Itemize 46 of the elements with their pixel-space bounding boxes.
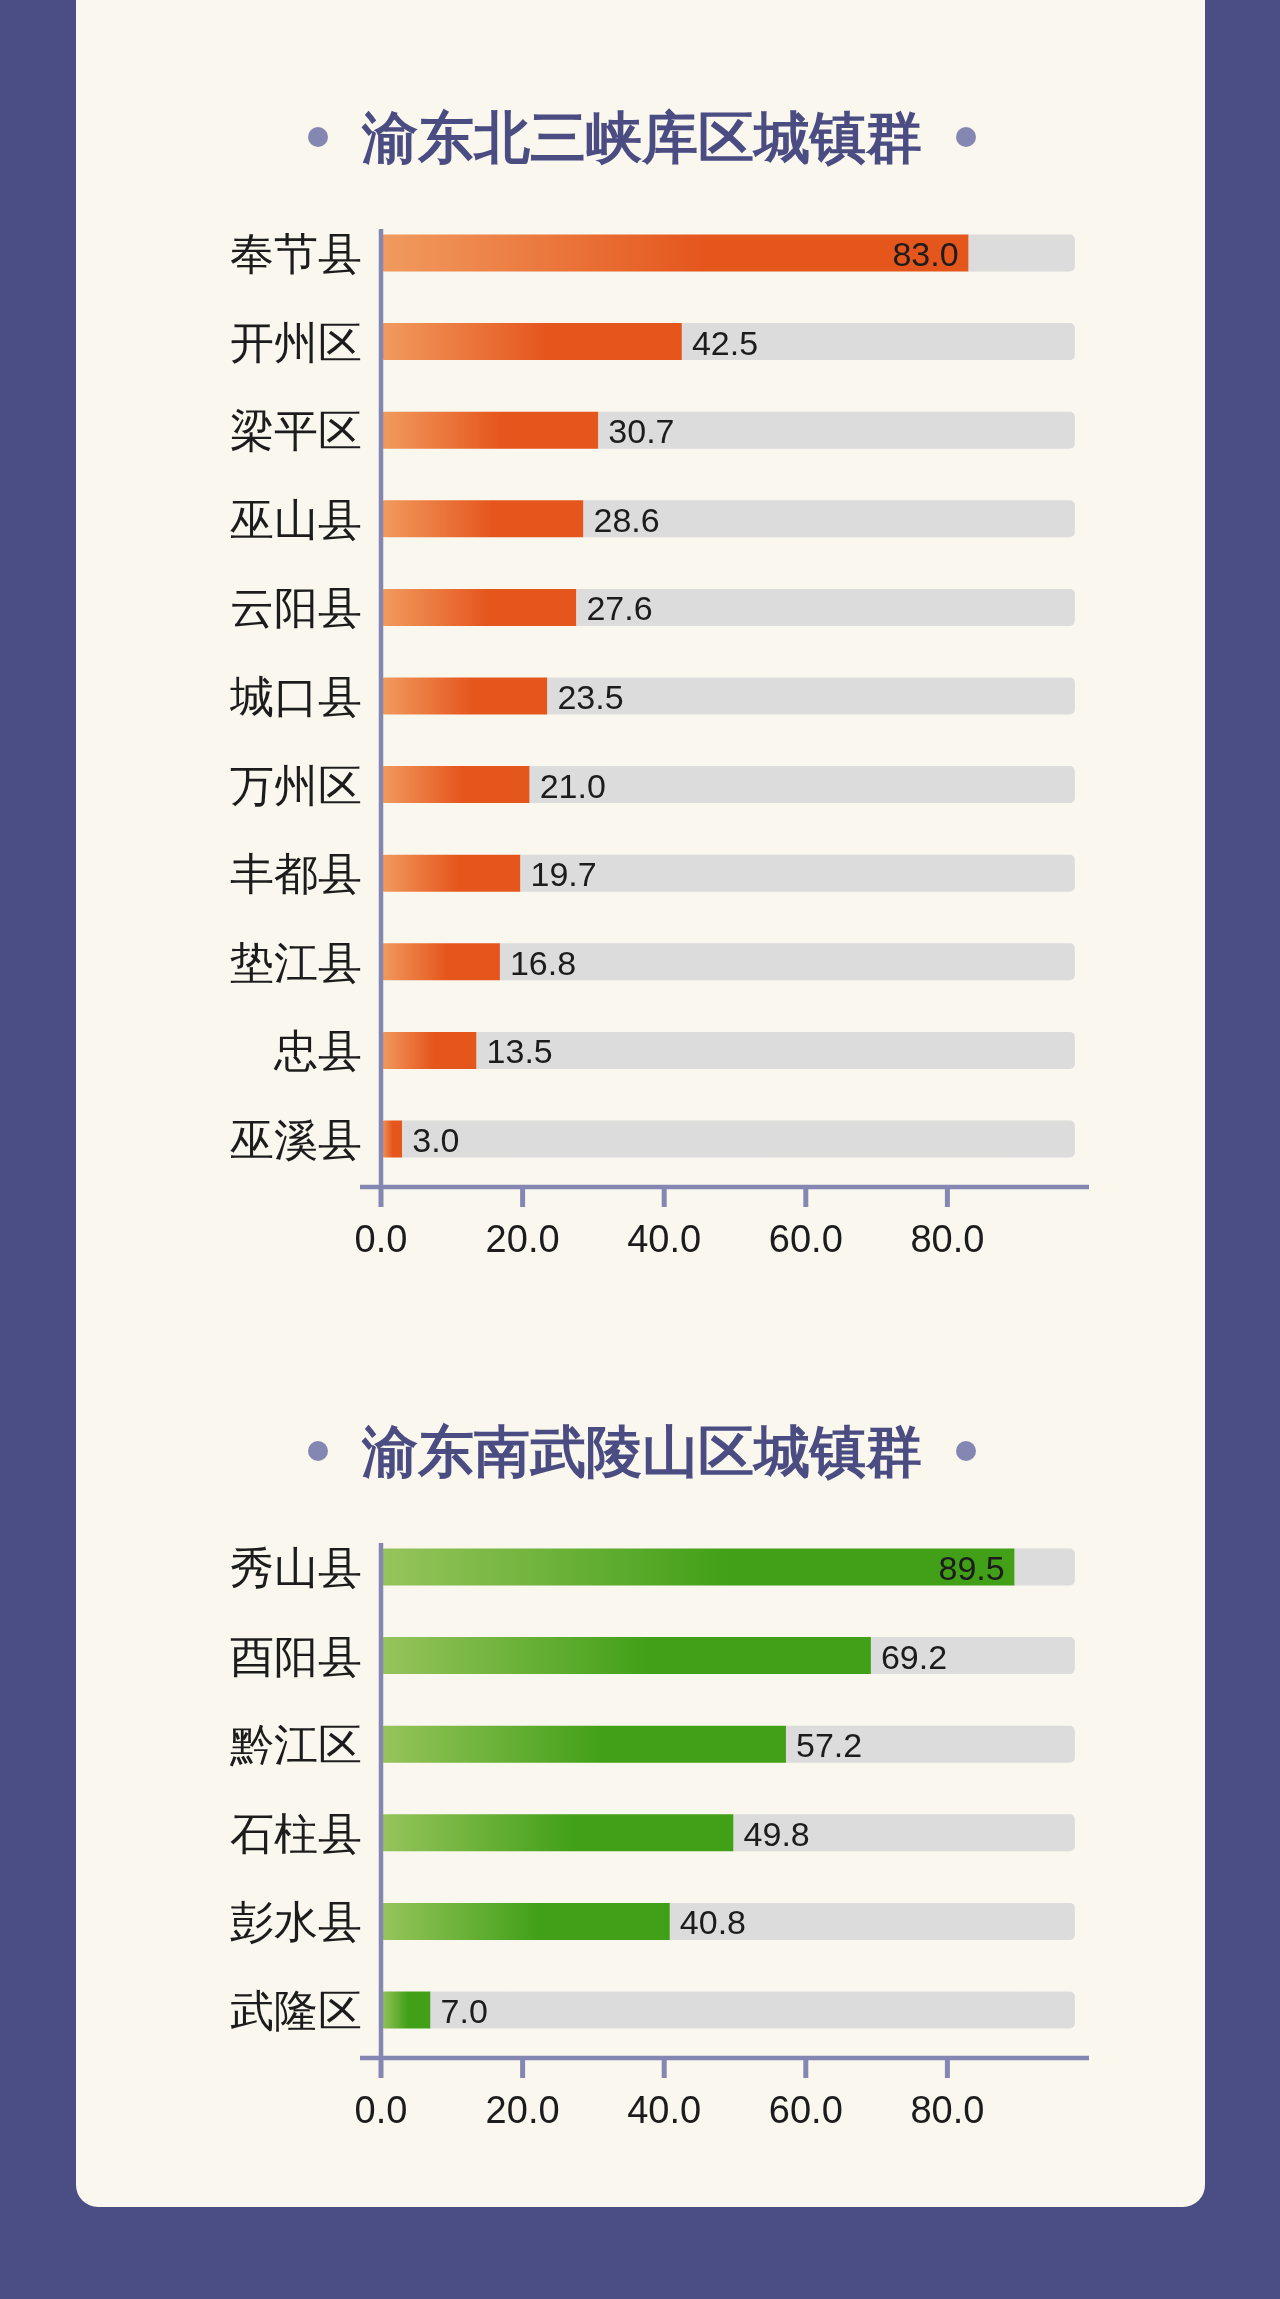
tick-label: 80.0: [910, 2089, 985, 2131]
category-label: 彭水县: [230, 1896, 362, 1946]
tick-label: 80.0: [910, 1218, 985, 1260]
category-label: 黔江区: [230, 1719, 362, 1769]
value-label: 7.0: [440, 1992, 488, 2030]
value-label: 28.6: [593, 500, 660, 539]
category-label: 巫溪县: [230, 1114, 362, 1164]
category-label: 巫山县: [230, 494, 362, 544]
category-label: 石柱县: [230, 1808, 362, 1858]
category-label: 城口县: [230, 671, 362, 721]
title: 渝东北三峡库区城镇群: [362, 105, 922, 169]
category-label: 忠县: [274, 1025, 362, 1075]
category-label: 酉阳县: [230, 1631, 362, 1681]
value-label: 89.5: [938, 1549, 1005, 1587]
value-label: 83.0: [892, 235, 959, 273]
category-label: 开州区: [230, 317, 362, 367]
value-label: 3.0: [412, 1121, 460, 1159]
value-label: 40.8: [679, 1903, 747, 1942]
tick-label: 60.0: [768, 2089, 843, 2131]
tick-label: 40.0: [627, 1218, 702, 1260]
value-label: 30.7: [608, 412, 675, 451]
tick-label: 0.0: [354, 2089, 408, 2131]
category-label: 武隆区: [230, 1985, 362, 2035]
category-label: 垫江县: [230, 937, 362, 987]
value-label: 19.7: [530, 855, 597, 894]
value-label: 21.0: [539, 766, 606, 805]
category-label: 奉节县: [230, 228, 362, 278]
value-label: 57.2: [796, 1726, 863, 1765]
category-label: 秀山县: [230, 1542, 362, 1592]
value-label: 69.2: [880, 1637, 948, 1676]
category-label: 梁平区: [230, 405, 362, 455]
tick-label: 60.0: [768, 1218, 843, 1260]
title: 渝东南武陵山区城镇群: [362, 1419, 922, 1483]
value-label: 13.5: [486, 1032, 553, 1071]
category-label: 云阳县: [230, 582, 362, 632]
tick-label: 20.0: [485, 2089, 560, 2131]
tick-label: 20.0: [485, 1218, 560, 1260]
tick-label: 0.0: [354, 1218, 408, 1260]
category-label: 丰都县: [230, 848, 362, 898]
value-label: 27.6: [586, 589, 653, 628]
tick-label: 40.0: [627, 2089, 702, 2131]
value-label: 49.8: [743, 1814, 810, 1853]
value-label: 16.8: [509, 943, 577, 982]
value-label: 42.5: [691, 323, 759, 362]
value-label: 23.5: [557, 678, 624, 716]
category-label: 万州区: [230, 760, 362, 810]
